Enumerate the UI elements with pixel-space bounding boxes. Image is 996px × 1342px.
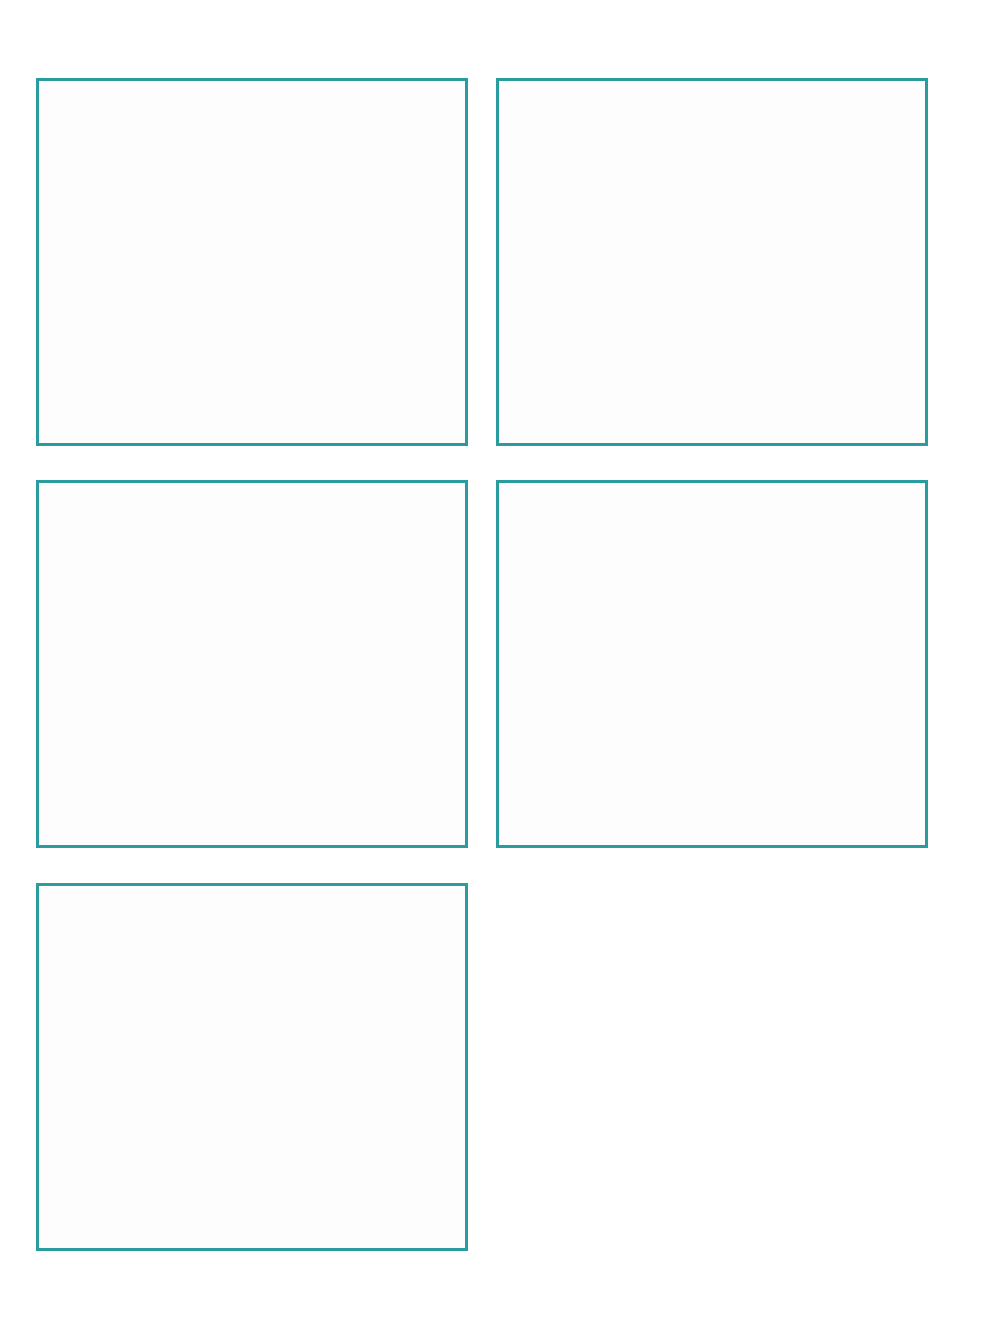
pt-chart-half-threequarter	[39, 81, 465, 443]
chart-frame	[36, 883, 468, 1251]
chart-frame	[496, 480, 928, 848]
panel-size-1-2	[496, 56, 928, 446]
panel-size-6	[496, 458, 928, 848]
chart-frame	[496, 78, 928, 446]
chart-heading	[496, 56, 928, 78]
panel-size-3-4	[36, 458, 468, 848]
chart-heading	[36, 861, 468, 883]
panel-size-8-10	[36, 861, 468, 1251]
chart-heading	[36, 458, 468, 480]
pt-chart-8-10	[39, 886, 465, 1248]
pt-chart-6	[499, 483, 925, 845]
chart-frame	[36, 78, 468, 446]
pt-chart-1-2	[499, 81, 925, 443]
chart-frame	[36, 480, 468, 848]
pt-chart-3-4	[39, 483, 465, 845]
chart-heading	[496, 458, 928, 480]
chart-heading	[36, 56, 468, 78]
panel-size-half-threequarter	[36, 56, 468, 446]
